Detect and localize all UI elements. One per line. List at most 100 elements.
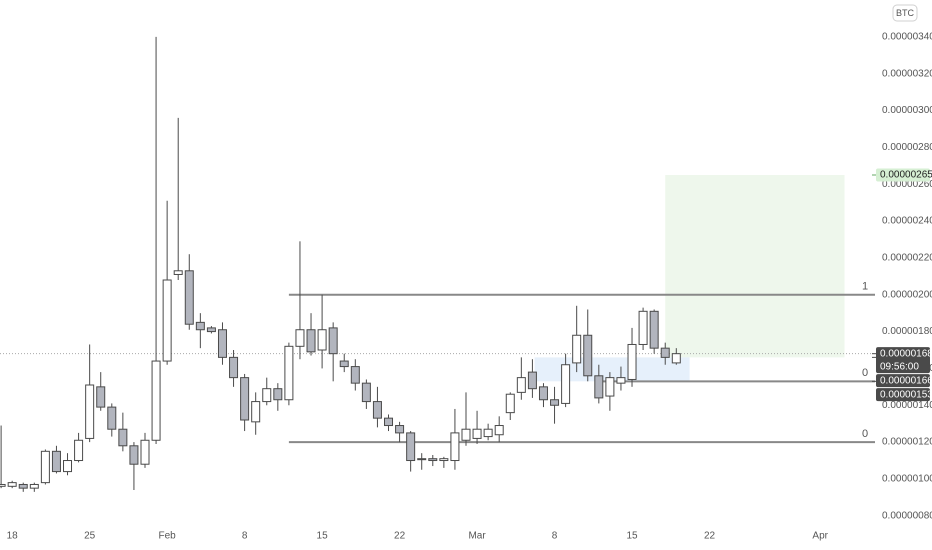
- candle-body: [96, 386, 106, 408]
- x-tick-label: 25: [84, 531, 96, 542]
- candle-body: [184, 270, 194, 325]
- level-label: 0: [862, 428, 868, 440]
- x-tick-label: 8: [552, 531, 558, 542]
- price-label: 0.00000265: [880, 170, 932, 181]
- candle-body: [417, 458, 427, 461]
- candle-body: [372, 401, 382, 419]
- candle-body: [361, 382, 371, 403]
- x-tick-label: 18: [7, 531, 19, 542]
- candle-body: [472, 428, 482, 439]
- symbol: BTC: [896, 8, 915, 18]
- candle-body: [229, 356, 239, 379]
- x-tick-label: 15: [626, 531, 638, 542]
- candle-body: [483, 428, 493, 438]
- candle-body: [439, 458, 449, 462]
- x-tick-label: 8: [242, 531, 248, 542]
- candle-body: [505, 393, 515, 414]
- candle-body: [339, 360, 349, 368]
- candle-body: [63, 460, 73, 473]
- price-label-box: [876, 388, 930, 402]
- candle-body: [428, 458, 438, 462]
- price-label-box: [876, 168, 930, 182]
- candle-body: [516, 377, 526, 393]
- candle-body: [649, 310, 659, 349]
- candle-body: [660, 347, 670, 358]
- candle-body: [561, 364, 571, 404]
- y-tick-label: 0.00000240: [882, 216, 932, 227]
- candle-body: [671, 353, 681, 364]
- candle-body: [251, 401, 261, 423]
- y-tick-label: 0.00000260: [882, 179, 932, 190]
- y-tick-label: 0.00000180: [882, 326, 932, 337]
- candle-body: [240, 377, 250, 421]
- position-zone: [665, 175, 845, 358]
- y-tick-label: 0.00000100: [882, 474, 932, 485]
- price-label-box: [876, 347, 930, 374]
- candle-body: [328, 327, 338, 355]
- candle-body: [40, 450, 50, 484]
- x-tick-label: Mar: [468, 531, 486, 542]
- candle-body: [29, 483, 39, 489]
- candle-body: [527, 371, 537, 390]
- y-tick-label: 0.00000320: [882, 68, 932, 79]
- y-tick-label: 0.00000200: [882, 289, 932, 300]
- candle-body: [151, 360, 161, 441]
- x-tick-label: Apr: [812, 531, 828, 542]
- candle-body: [107, 406, 117, 430]
- price-label-time: 09:56:00: [880, 361, 919, 372]
- x-tick-label: 15: [317, 531, 329, 542]
- candle-body: [7, 482, 17, 487]
- candle-body: [129, 445, 139, 465]
- price-label: 0.00000166: [880, 375, 932, 386]
- candle-body: [118, 428, 128, 447]
- candle-body: [173, 270, 183, 275]
- candle-body: [594, 375, 604, 399]
- candle-body: [162, 279, 172, 362]
- candle-body: [350, 366, 360, 384]
- level-label: 0: [862, 367, 868, 379]
- candle-body: [406, 432, 416, 462]
- price-label-box: [876, 374, 930, 388]
- candle-body: [217, 329, 227, 358]
- candle-body: [273, 388, 283, 401]
- y-tick-label: 0.00000080: [882, 510, 932, 521]
- candle-body: [206, 327, 216, 333]
- candle-body: [18, 483, 28, 489]
- x-tick-label: Feb: [159, 531, 177, 542]
- y-tick-label: 0.00000220: [882, 253, 932, 264]
- candle-body: [295, 329, 305, 347]
- candle-body: [494, 425, 504, 436]
- y-tick-label: 0.00000140: [882, 400, 932, 411]
- price-label: 0.00000153: [880, 389, 932, 400]
- candle-body: [605, 377, 615, 397]
- candle-body: [572, 334, 582, 364]
- candle-body: [74, 439, 84, 462]
- candle-body: [140, 439, 150, 465]
- candle-body: [550, 399, 560, 406]
- candle-body: [384, 417, 394, 427]
- y-tick-label: 0.00000120: [882, 437, 932, 448]
- candle-body: [85, 384, 95, 439]
- candle-body: [262, 388, 272, 403]
- y-tick-label: 0.00000300: [882, 105, 932, 116]
- candle-body: [638, 310, 648, 345]
- candle-body: [395, 425, 405, 434]
- price-label: 0.00000168: [880, 348, 932, 359]
- candle-body: [51, 450, 61, 473]
- candle-body: [627, 343, 637, 380]
- candle-body: [0, 483, 6, 487]
- candle-body: [306, 329, 316, 353]
- candle-body: [583, 334, 593, 377]
- candle-body: [616, 377, 626, 384]
- symbol-badge: [892, 4, 918, 22]
- y-tick-label: 0.00000280: [882, 142, 932, 153]
- candle-body: [317, 329, 327, 351]
- candle-body: [450, 432, 460, 462]
- candle-body: [461, 428, 471, 441]
- level-label: 1: [862, 281, 868, 293]
- candle-body: [195, 321, 205, 331]
- candle-body: [284, 345, 294, 401]
- candle-body: [538, 386, 548, 401]
